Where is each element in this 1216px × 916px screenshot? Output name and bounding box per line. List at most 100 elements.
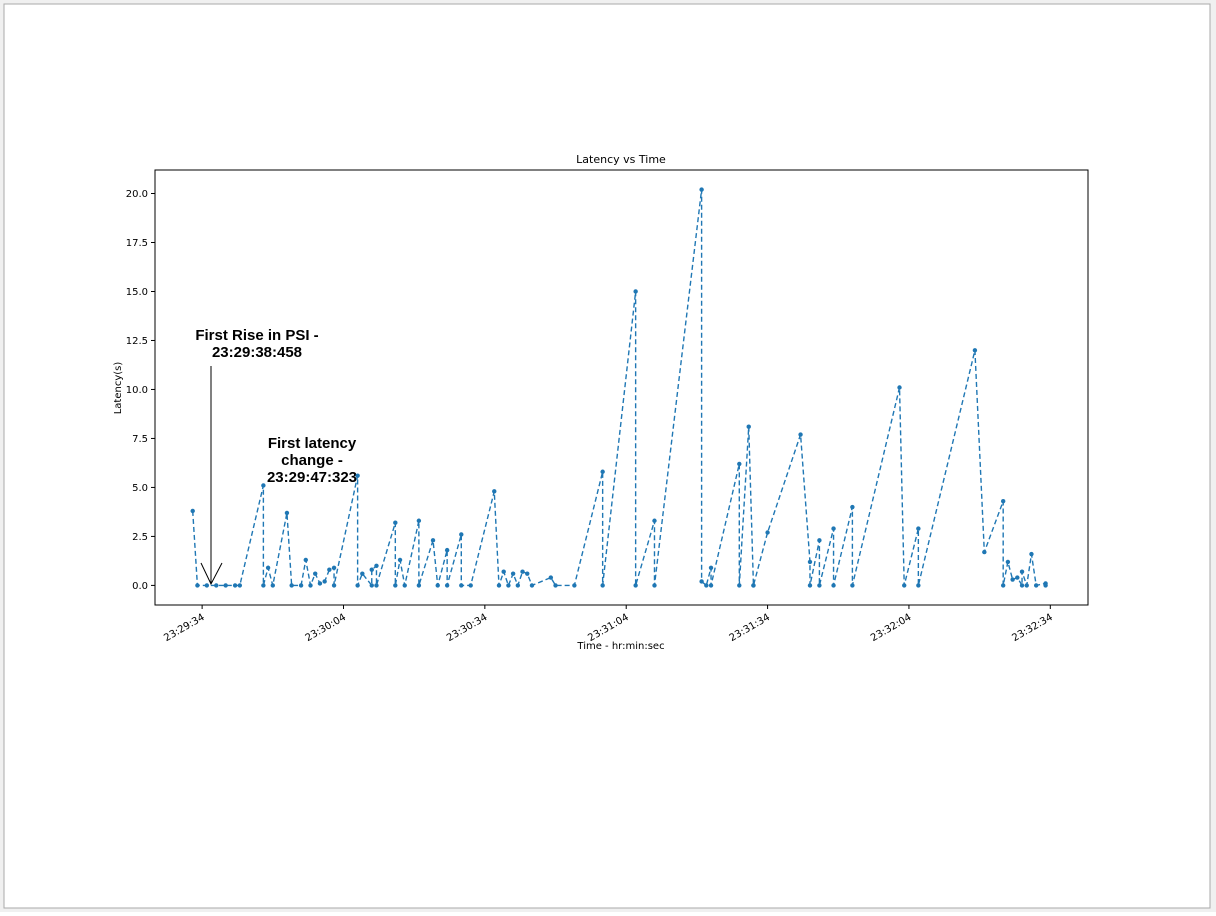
data-point — [355, 583, 360, 588]
data-point — [1043, 583, 1048, 588]
y-tick-label: 15.0 — [126, 287, 148, 298]
annotation-arrowhead — [200, 562, 223, 586]
data-point — [600, 583, 605, 588]
data-point — [327, 567, 332, 572]
data-point — [897, 385, 902, 390]
data-point — [369, 567, 374, 572]
annotation-text: First latency — [268, 435, 357, 452]
data-point — [1019, 583, 1025, 588]
data-point — [1005, 559, 1011, 565]
data-point — [1015, 575, 1020, 580]
annotation-text: First Rise in PSI - — [195, 327, 318, 344]
data-point — [501, 569, 506, 574]
data-point — [520, 569, 525, 574]
data-point — [817, 583, 822, 588]
data-point — [355, 473, 360, 478]
data-point — [374, 563, 379, 569]
data-point — [916, 583, 921, 588]
data-point — [313, 571, 318, 576]
annotation-text: change - — [281, 452, 343, 469]
data-point — [737, 583, 742, 588]
data-point — [496, 583, 502, 588]
data-point — [525, 571, 530, 576]
data-point — [444, 583, 450, 588]
data-point — [850, 504, 855, 510]
y-tick-label: 7.5 — [132, 434, 148, 445]
data-point — [317, 581, 323, 586]
data-point — [807, 559, 813, 565]
data-point — [232, 583, 238, 588]
data-point — [529, 583, 535, 588]
data-point — [298, 583, 304, 588]
data-point — [708, 565, 714, 570]
data-point — [261, 483, 266, 488]
data-point — [807, 583, 813, 588]
data-point — [397, 557, 403, 563]
data-point — [798, 432, 803, 437]
data-point — [699, 579, 704, 584]
data-point — [308, 583, 313, 588]
data-point — [393, 520, 398, 525]
data-point — [430, 538, 436, 543]
data-point — [1019, 569, 1025, 574]
data-point — [459, 532, 464, 537]
data-point — [1033, 583, 1039, 588]
data-point — [237, 583, 243, 588]
data-point — [374, 583, 379, 588]
data-point — [972, 348, 978, 353]
data-point — [444, 547, 450, 553]
data-point — [831, 526, 836, 531]
data-point — [369, 583, 374, 588]
data-point — [402, 583, 407, 588]
data-point — [765, 530, 770, 535]
data-point — [289, 583, 294, 588]
y-axis-label: Latency(s) — [113, 362, 124, 415]
data-point — [916, 526, 921, 531]
data-point — [515, 583, 521, 588]
data-point — [506, 583, 511, 588]
data-point — [261, 583, 266, 588]
data-point — [746, 424, 751, 429]
data-point — [322, 579, 327, 584]
data-point — [510, 571, 516, 576]
y-tick-label: 20.0 — [126, 189, 148, 200]
data-point — [331, 565, 337, 570]
data-point — [831, 583, 836, 588]
data-point — [1000, 498, 1006, 504]
data-point — [1024, 583, 1029, 588]
data-point — [331, 583, 337, 588]
data-point — [548, 575, 554, 580]
data-point — [850, 583, 855, 588]
y-tick-label: 12.5 — [126, 336, 148, 347]
data-point — [223, 583, 228, 588]
data-point — [435, 583, 440, 588]
data-point — [751, 583, 756, 588]
data-point — [195, 583, 200, 588]
data-point — [303, 557, 308, 563]
data-point — [704, 583, 709, 588]
data-point — [699, 187, 704, 192]
data-point — [902, 583, 907, 588]
x-axis-label: Time - hr:min:sec — [576, 641, 664, 652]
data-point — [737, 461, 742, 467]
data-point — [270, 583, 276, 588]
data-point — [468, 583, 473, 588]
data-point — [1029, 551, 1034, 557]
data-point — [265, 565, 271, 570]
data-point — [214, 583, 219, 588]
annotation-text: 23:29:38:458 — [212, 344, 302, 361]
data-point — [459, 583, 464, 588]
y-tick-label: 10.0 — [126, 385, 148, 396]
chart-title: Latency vs Time — [576, 153, 666, 166]
y-tick-label: 0.0 — [132, 581, 148, 592]
data-point — [572, 583, 577, 588]
data-point — [982, 549, 987, 555]
data-point — [708, 583, 714, 588]
data-point — [492, 489, 497, 494]
data-point — [1010, 577, 1015, 582]
y-tick-label: 2.5 — [132, 532, 148, 543]
data-point — [393, 583, 398, 588]
data-point — [652, 518, 657, 523]
